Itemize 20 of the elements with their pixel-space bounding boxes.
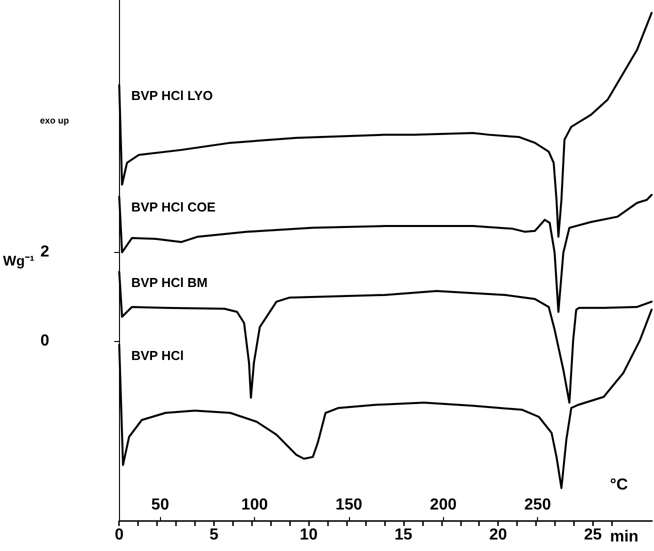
x2-tick-label: 150	[336, 496, 362, 514]
x-tick-label: 5	[210, 526, 219, 544]
series-label: BVP HCl BM	[131, 274, 208, 290]
x2-tick-label: 250	[524, 496, 552, 514]
x-tick-label: 10	[300, 526, 318, 544]
x-tick-label: 15	[394, 526, 412, 544]
y-tick-label: 2	[40, 243, 50, 260]
series-label: BVP HCl COE	[131, 200, 216, 215]
x-tick-label: 25	[584, 526, 602, 544]
x2-tick-label: 200	[430, 496, 457, 514]
series-label: BVP HCl LYO	[131, 88, 213, 103]
x2-tick-label: 50	[151, 496, 170, 514]
x2-axis-title: °C	[610, 476, 628, 494]
y-axis-title: Wg⁻¹	[2, 252, 35, 268]
x2-tick-label: 100	[241, 496, 268, 514]
x-tick-label: 20	[489, 526, 508, 544]
x-axis-title: min	[610, 528, 638, 546]
series-label: BVP HCl	[131, 348, 184, 363]
text: exo up	[40, 116, 70, 126]
x-tick-label: 0	[114, 526, 124, 544]
